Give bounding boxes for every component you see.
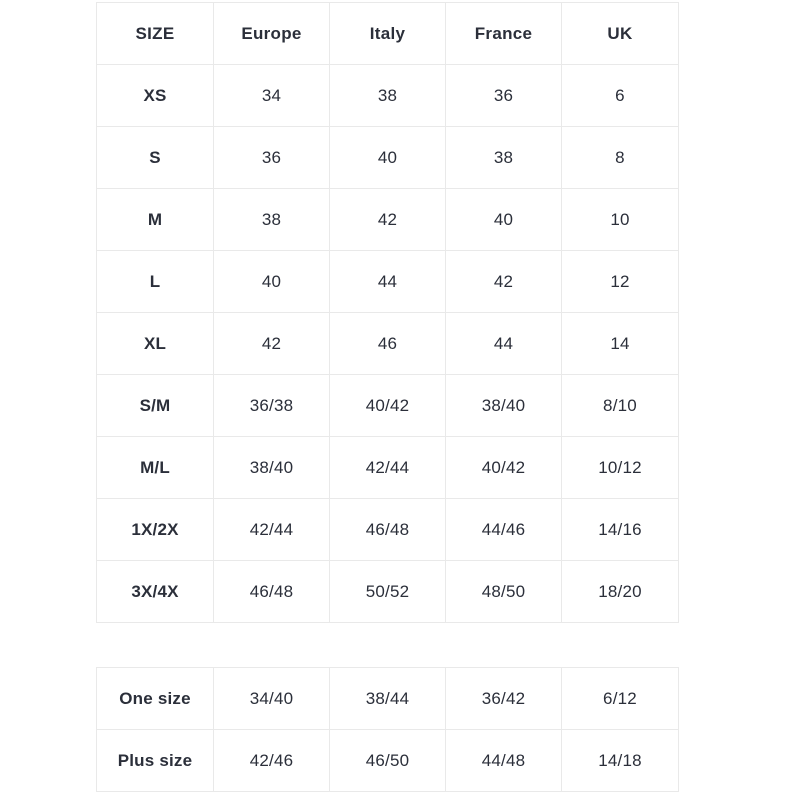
- cell-europe: 42/46: [213, 729, 330, 792]
- cell-italy: 50/52: [329, 560, 446, 623]
- cell-france: 36/42: [445, 667, 562, 730]
- table-body: XS 34 38 36 6 S 36 40 38 8 M 38 42 40 10: [96, 64, 679, 623]
- row-size-label: M: [96, 188, 214, 251]
- cell-italy: 42: [329, 188, 446, 251]
- cell-europe: 42/44: [213, 498, 330, 561]
- cell-uk: 18/20: [561, 560, 679, 623]
- cell-uk: 10: [561, 188, 679, 251]
- cell-france: 44: [445, 312, 562, 375]
- table-row: 3X/4X 46/48 50/52 48/50 18/20: [96, 560, 679, 623]
- column-header-france: France: [445, 2, 562, 65]
- row-size-label: L: [96, 250, 214, 313]
- table-row: M/L 38/40 42/44 40/42 10/12: [96, 436, 679, 499]
- table-row: M 38 42 40 10: [96, 188, 679, 251]
- row-size-label: S: [96, 126, 214, 189]
- cell-uk: 14: [561, 312, 679, 375]
- cell-france: 38: [445, 126, 562, 189]
- cell-europe: 36/38: [213, 374, 330, 437]
- cell-uk: 14/18: [561, 729, 679, 792]
- cell-france: 48/50: [445, 560, 562, 623]
- cell-europe: 46/48: [213, 560, 330, 623]
- table-row: S 36 40 38 8: [96, 126, 679, 189]
- cell-uk: 6: [561, 64, 679, 127]
- table-row: One size 34/40 38/44 36/42 6/12: [96, 667, 679, 730]
- cell-europe: 42: [213, 312, 330, 375]
- size-conversion-table: SIZE Europe Italy France UK XS 34 38 36 …: [96, 2, 679, 623]
- cell-italy: 46/48: [329, 498, 446, 561]
- cell-europe: 40: [213, 250, 330, 313]
- cell-europe: 38/40: [213, 436, 330, 499]
- cell-uk: 8: [561, 126, 679, 189]
- table-row: XL 42 46 44 14: [96, 312, 679, 375]
- cell-italy: 40: [329, 126, 446, 189]
- column-header-size: SIZE: [96, 2, 214, 65]
- cell-france: 38/40: [445, 374, 562, 437]
- table-row: 1X/2X 42/44 46/48 44/46 14/16: [96, 498, 679, 561]
- table-row: S/M 36/38 40/42 38/40 8/10: [96, 374, 679, 437]
- row-size-label: S/M: [96, 374, 214, 437]
- cell-italy: 38/44: [329, 667, 446, 730]
- row-size-label: M/L: [96, 436, 214, 499]
- table-row: L 40 44 42 12: [96, 250, 679, 313]
- table-row: XS 34 38 36 6: [96, 64, 679, 127]
- cell-italy: 38: [329, 64, 446, 127]
- table-header: SIZE Europe Italy France UK: [96, 2, 679, 65]
- column-header-uk: UK: [561, 2, 679, 65]
- row-size-label: Plus size: [96, 729, 214, 792]
- cell-italy: 42/44: [329, 436, 446, 499]
- cell-france: 40: [445, 188, 562, 251]
- cell-europe: 36: [213, 126, 330, 189]
- cell-europe: 34/40: [213, 667, 330, 730]
- row-size-label: XL: [96, 312, 214, 375]
- row-size-label: One size: [96, 667, 214, 730]
- cell-uk: 12: [561, 250, 679, 313]
- cell-italy: 46: [329, 312, 446, 375]
- cell-italy: 40/42: [329, 374, 446, 437]
- cell-france: 44/48: [445, 729, 562, 792]
- cell-france: 36: [445, 64, 562, 127]
- cell-uk: 6/12: [561, 667, 679, 730]
- cell-uk: 8/10: [561, 374, 679, 437]
- row-size-label: 1X/2X: [96, 498, 214, 561]
- column-header-europe: Europe: [213, 2, 330, 65]
- row-size-label: 3X/4X: [96, 560, 214, 623]
- column-header-italy: Italy: [329, 2, 446, 65]
- row-size-label: XS: [96, 64, 214, 127]
- cell-italy: 46/50: [329, 729, 446, 792]
- table-body: One size 34/40 38/44 36/42 6/12 Plus siz…: [96, 667, 679, 792]
- cell-italy: 44: [329, 250, 446, 313]
- cell-france: 42: [445, 250, 562, 313]
- cell-uk: 10/12: [561, 436, 679, 499]
- table-header-row: SIZE Europe Italy France UK: [96, 2, 679, 65]
- cell-france: 40/42: [445, 436, 562, 499]
- cell-europe: 34: [213, 64, 330, 127]
- cell-uk: 14/16: [561, 498, 679, 561]
- cell-france: 44/46: [445, 498, 562, 561]
- one-size-plus-size-table: One size 34/40 38/44 36/42 6/12 Plus siz…: [96, 667, 679, 792]
- table-row: Plus size 42/46 46/50 44/48 14/18: [96, 729, 679, 792]
- cell-europe: 38: [213, 188, 330, 251]
